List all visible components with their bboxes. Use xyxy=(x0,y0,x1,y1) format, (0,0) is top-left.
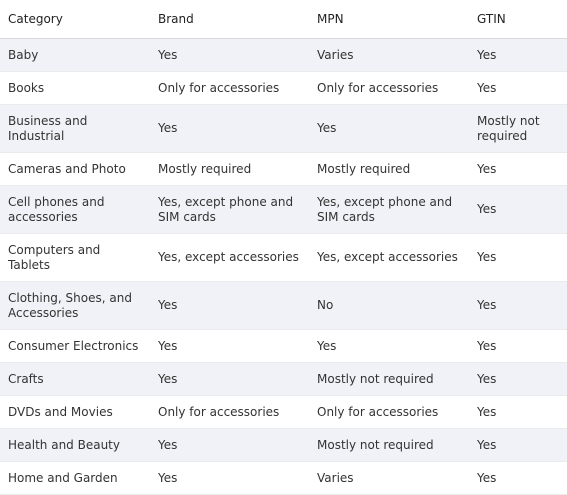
cell-category: Consumer Electronics xyxy=(0,329,150,363)
cell-gtin: Yes xyxy=(469,152,567,186)
cell-brand: Yes xyxy=(150,329,309,363)
table-row: Home and Garden Yes Varies Yes xyxy=(0,461,567,495)
cell-gtin: Yes xyxy=(469,428,567,462)
header-category: Category xyxy=(0,0,150,39)
cell-mpn: Varies xyxy=(309,461,469,495)
cell-brand: Yes xyxy=(150,362,309,396)
cell-brand: Yes xyxy=(150,281,309,330)
cell-gtin: Yes xyxy=(469,395,567,429)
cell-mpn: Yes xyxy=(309,329,469,363)
cell-mpn: Yes, except phone and SIM cards xyxy=(309,185,469,234)
cell-brand: Yes, except phone and SIM cards xyxy=(150,185,309,234)
cell-mpn: Mostly not required xyxy=(309,362,469,396)
cell-gtin: Yes xyxy=(469,362,567,396)
cell-gtin: Yes xyxy=(469,329,567,363)
cell-gtin: Yes xyxy=(469,185,567,234)
cell-brand: Only for accessories xyxy=(150,71,309,105)
cell-gtin: Yes xyxy=(469,461,567,495)
cell-mpn: Yes xyxy=(309,104,469,153)
cell-mpn: No xyxy=(309,281,469,330)
table-header: Category Brand MPN GTIN xyxy=(0,0,567,39)
cell-mpn: Varies xyxy=(309,38,469,72)
cell-brand: Mostly required xyxy=(150,152,309,186)
cell-category: Home and Garden xyxy=(0,461,150,495)
table-row: Computers and Tablets Yes, except access… xyxy=(0,233,567,282)
cell-category: Baby xyxy=(0,38,150,72)
cell-brand: Yes xyxy=(150,428,309,462)
cell-category: Cameras and Photo xyxy=(0,152,150,186)
header-mpn: MPN xyxy=(309,0,469,39)
header-brand: Brand xyxy=(150,0,309,39)
cell-brand: Yes, except accessories xyxy=(150,233,309,282)
cell-mpn: Mostly not required xyxy=(309,428,469,462)
cell-brand: Yes xyxy=(150,38,309,72)
table-row: DVDs and Movies Only for accessories Onl… xyxy=(0,395,567,429)
cell-brand: Yes xyxy=(150,104,309,153)
cell-gtin: Yes xyxy=(469,38,567,72)
table-row: Cell phones and accessories Yes, except … xyxy=(0,185,567,234)
cell-mpn: Only for accessories xyxy=(309,395,469,429)
cell-brand: Yes xyxy=(150,461,309,495)
cell-gtin: Yes xyxy=(469,71,567,105)
cell-gtin: Yes xyxy=(469,233,567,282)
table-row: Clothing, Shoes, and Accessories Yes No … xyxy=(0,281,567,330)
cell-category: DVDs and Movies xyxy=(0,395,150,429)
table-row: Books Only for accessories Only for acce… xyxy=(0,71,567,105)
table-body: Baby Yes Varies Yes Books Only for acces… xyxy=(0,38,567,495)
cell-category: Clothing, Shoes, and Accessories xyxy=(0,281,150,330)
table-row: Health and Beauty Yes Mostly not require… xyxy=(0,428,567,462)
cell-category: Cell phones and accessories xyxy=(0,185,150,234)
cell-mpn: Only for accessories xyxy=(309,71,469,105)
cell-category: Books xyxy=(0,71,150,105)
table-row: Cameras and Photo Mostly required Mostly… xyxy=(0,152,567,186)
cell-mpn: Mostly required xyxy=(309,152,469,186)
cell-gtin: Mostly not required xyxy=(469,104,567,153)
header-gtin: GTIN xyxy=(469,0,567,39)
table-row: Baby Yes Varies Yes xyxy=(0,38,567,72)
cell-brand: Only for accessories xyxy=(150,395,309,429)
cell-gtin: Yes xyxy=(469,281,567,330)
table-row: Crafts Yes Mostly not required Yes xyxy=(0,362,567,396)
table-row: Consumer Electronics Yes Yes Yes xyxy=(0,329,567,363)
cell-category: Health and Beauty xyxy=(0,428,150,462)
table-row: Business and Industrial Yes Yes Mostly n… xyxy=(0,104,567,153)
cell-category: Crafts xyxy=(0,362,150,396)
header-row: Category Brand MPN GTIN xyxy=(0,0,567,39)
cell-category: Business and Industrial xyxy=(0,104,150,153)
cell-category: Computers and Tablets xyxy=(0,233,150,282)
cell-mpn: Yes, except accessories xyxy=(309,233,469,282)
